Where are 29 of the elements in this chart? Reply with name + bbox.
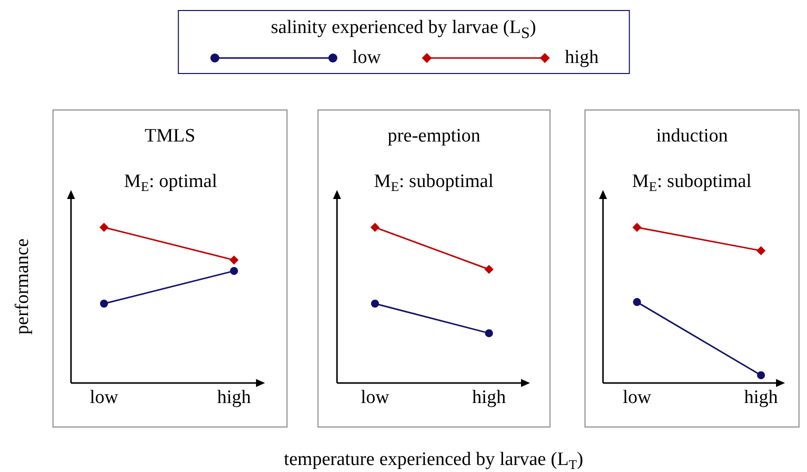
- x-tick-label: low: [90, 387, 119, 408]
- point: [370, 222, 380, 232]
- chart-title: TMLS: [144, 126, 196, 147]
- x-tick-label: high: [744, 387, 778, 408]
- x-tick-label: high: [472, 387, 506, 408]
- point: [371, 300, 379, 308]
- x-tick-label: high: [217, 387, 252, 408]
- legend-label: low: [352, 46, 381, 69]
- x-tick-label: low: [360, 387, 390, 408]
- point: [757, 371, 765, 380]
- y-axis-title: performance: [12, 238, 33, 334]
- point: [632, 222, 642, 232]
- point: [484, 264, 494, 274]
- x-tick-label: low: [622, 387, 652, 408]
- point: [229, 255, 239, 265]
- chart-title: induction: [656, 126, 728, 147]
- legend-label: high: [564, 46, 599, 69]
- point: [100, 300, 108, 308]
- point: [485, 329, 493, 338]
- chart-title: pre-emption: [388, 126, 481, 147]
- point: [756, 246, 766, 256]
- x-axis-title: temperature experienced by larvae (L$_{T}$): [284, 449, 584, 472]
- chart-subtitle: M$_{E}$: suboptimal: [374, 171, 494, 194]
- point: [230, 266, 238, 275]
- chart-subtitle: M$_{E}$: optimal: [124, 171, 218, 194]
- chart-subtitle: M$_{E}$: suboptimal: [632, 171, 752, 194]
- point: [99, 222, 109, 232]
- point: [633, 298, 641, 306]
- legend-title: salinity experienced by larvae (L$_{S}$): [270, 17, 538, 43]
